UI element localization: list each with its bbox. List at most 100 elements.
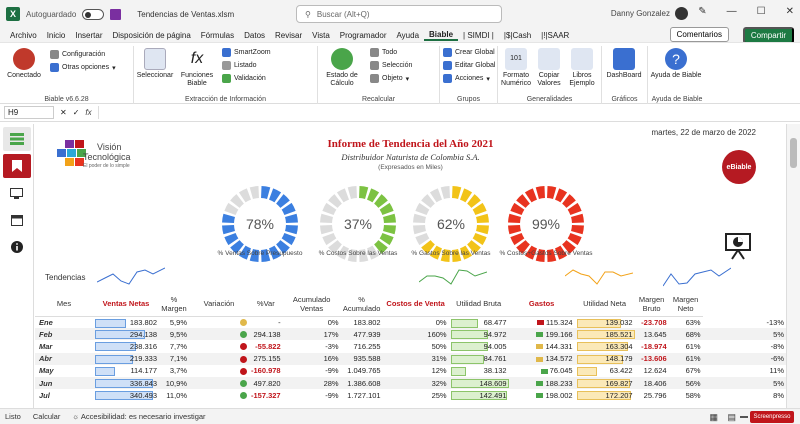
cancel-icon[interactable]: ✕ xyxy=(60,108,67,117)
net-profit: 12.624 xyxy=(643,366,667,376)
list-button[interactable]: Listado xyxy=(222,61,257,70)
menu-revisar[interactable]: Revisar xyxy=(275,30,303,40)
maximize-icon[interactable]: ☐ xyxy=(756,6,766,17)
gauge-segment xyxy=(571,213,584,223)
smartzoom-button[interactable]: SmartZoom xyxy=(222,48,271,57)
actions-button[interactable]: Acciones ▾ xyxy=(443,74,490,83)
gauge-segment xyxy=(367,245,380,260)
gauge-segment xyxy=(359,249,369,262)
gauge-segment xyxy=(547,249,557,262)
comments-button[interactable]: Comentarios xyxy=(669,27,729,42)
fx-icon[interactable]: fx xyxy=(85,108,92,117)
menu-saar[interactable]: |!|SAAR xyxy=(541,30,570,40)
group-help: ? Ayuda de Biable Ayuda de Biable xyxy=(648,46,706,104)
status-bar: Listo Calcular ☼ Accesibilidad: es neces… xyxy=(0,408,800,424)
recalc-selection-button[interactable]: Selección xyxy=(370,61,412,70)
info-icon[interactable] xyxy=(3,235,31,259)
menu-ayuda[interactable]: Ayuda xyxy=(396,30,420,40)
pen-icon[interactable]: ✎ xyxy=(698,6,707,17)
menu-biable[interactable]: Biable xyxy=(424,30,459,41)
menu-fórmulas[interactable]: Fórmulas xyxy=(200,30,235,40)
search-input[interactable]: ⚲ Buscar (Alt+Q) xyxy=(296,5,502,23)
screen-icon[interactable] xyxy=(3,181,31,205)
status-dot-icon xyxy=(240,355,247,363)
dashboard-button[interactable]: DashBoard xyxy=(604,48,644,80)
accessibility-status[interactable]: ☼ Accesibilidad: es necesario investigar xyxy=(72,412,206,421)
menu-programador[interactable]: Programador xyxy=(339,30,387,40)
trend-table: Mes Ventas Netas% Margen Variación %Var Acum… xyxy=(35,292,786,401)
net-profit: -23.708 xyxy=(641,317,667,327)
var-percent: -3% xyxy=(325,341,339,351)
recalc-object-button[interactable]: Objeto ▾ xyxy=(370,74,409,83)
gauge-segment xyxy=(281,202,296,215)
gauge-value: 99% xyxy=(532,216,560,232)
menu-datos[interactable]: Datos xyxy=(244,30,266,40)
net-profit: 13.645 xyxy=(643,329,667,339)
gauge-segment xyxy=(535,186,545,199)
other-options-button[interactable]: Otras opciones ▾ xyxy=(50,63,116,72)
autosave-toggle[interactable] xyxy=(82,8,105,20)
document-title: Tendencias de Ventas.xlsm xyxy=(137,9,235,19)
save-icon[interactable] xyxy=(110,8,122,20)
help-icon: ? xyxy=(665,48,687,70)
menu-inicio[interactable]: Inicio xyxy=(46,30,66,40)
functions-button[interactable]: fx Funciones Biable xyxy=(180,48,214,87)
help-button[interactable]: ? Ayuda de Biable xyxy=(650,48,702,80)
name-box[interactable]: H9 xyxy=(4,106,54,119)
column-header: Variación xyxy=(189,292,249,317)
dashboard-sheet: Visión Tecnológica El poder de lo simple… xyxy=(35,124,786,408)
copy-values-button[interactable]: Copiar Valores xyxy=(534,48,564,88)
status-dot-icon xyxy=(240,331,247,339)
gauge-4: 99% xyxy=(506,184,586,264)
user-name: Danny Gonzalez xyxy=(610,9,670,18)
page-layout-icon[interactable]: ▤ xyxy=(727,412,736,422)
scroll-thumb[interactable] xyxy=(790,138,797,168)
month-label: Jul xyxy=(39,390,50,400)
validate-button[interactable]: Validación xyxy=(222,74,266,83)
gauge-segment xyxy=(429,245,442,260)
menu-simdi[interactable]: | SIMDI | xyxy=(463,30,494,40)
create-global-button[interactable]: Crear Global xyxy=(443,48,495,57)
menu-vista[interactable]: Vista xyxy=(312,30,330,40)
avatar[interactable] xyxy=(675,7,688,20)
calculate-button[interactable]: Calcular xyxy=(32,412,61,421)
calendar-icon[interactable] xyxy=(3,208,31,232)
config-button[interactable]: Configuración xyxy=(50,50,105,59)
normal-view-icon[interactable]: ▦ xyxy=(709,412,718,422)
example-books-button[interactable]: Libros Ejemplo xyxy=(566,48,598,88)
bookmark-icon[interactable] xyxy=(2,154,31,178)
number-format-button[interactable]: 101 Formato Numérico xyxy=(500,48,532,88)
confirm-icon[interactable]: ✓ xyxy=(72,108,80,117)
close-icon[interactable]: ✕ xyxy=(785,6,794,17)
actions-icon xyxy=(443,74,452,83)
menu-insertar[interactable]: Insertar xyxy=(75,30,103,40)
excel-logo-icon: X xyxy=(6,7,20,21)
net-margin: 11% xyxy=(769,366,784,376)
calc-status-button[interactable]: Estado de Cálculo xyxy=(320,48,364,88)
presentation-icon[interactable] xyxy=(724,232,752,260)
menu-cash[interactable]: |$|Cash xyxy=(503,30,532,40)
cumulative-sales: 477.939 xyxy=(353,329,381,339)
gauge-segment xyxy=(336,245,349,260)
gauge-segment xyxy=(535,249,545,262)
connect-button[interactable]: Conectado xyxy=(4,48,44,80)
expense-bar xyxy=(576,330,635,340)
edit-global-button[interactable]: Editar Global xyxy=(443,61,495,70)
select-button[interactable]: Seleccionar xyxy=(136,48,174,80)
expense-bar xyxy=(576,391,631,401)
sales-bar xyxy=(95,354,133,364)
expense-bar xyxy=(576,366,597,376)
recalc-all-button[interactable]: Todo xyxy=(370,48,397,57)
formula-input[interactable] xyxy=(97,106,800,119)
vertical-scrollbar[interactable] xyxy=(786,124,800,408)
sales-value: 114.177 xyxy=(130,366,157,376)
menu-archivo[interactable]: Archivo xyxy=(10,30,37,40)
trend-marker-icon xyxy=(536,356,544,362)
gauge-segment xyxy=(276,240,290,254)
zoom-out-icon[interactable] xyxy=(740,416,748,418)
net-margin: 5% xyxy=(773,378,784,388)
menu-disposición-de-página[interactable]: Disposición de página xyxy=(112,30,191,40)
layers-icon[interactable] xyxy=(2,127,31,151)
gauge-segment xyxy=(510,233,525,246)
minimize-icon[interactable]: — xyxy=(726,6,737,17)
